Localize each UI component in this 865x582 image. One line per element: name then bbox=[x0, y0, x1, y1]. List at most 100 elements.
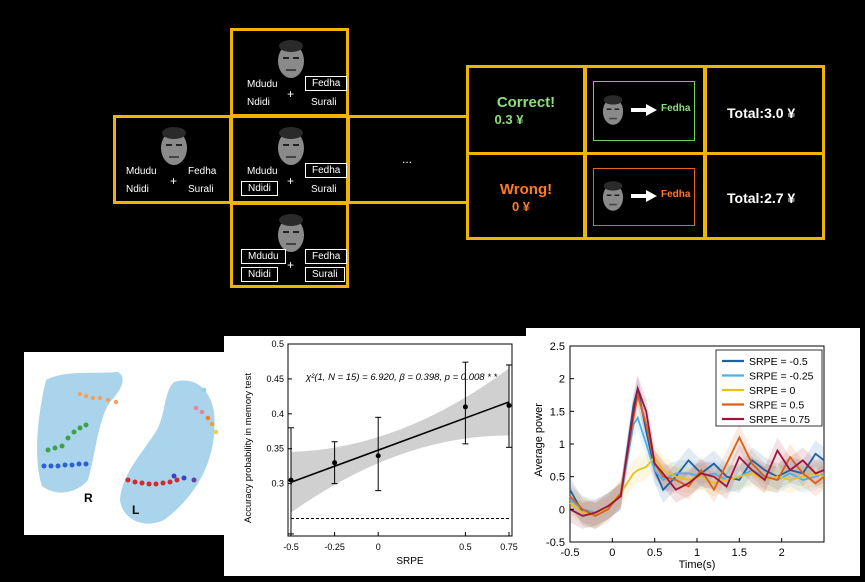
accuracy-data-point bbox=[288, 477, 294, 483]
wrong-choice-word: Fedha bbox=[661, 189, 691, 200]
arrow-right-icon bbox=[631, 104, 657, 116]
power-x-tick-label: 1.5 bbox=[732, 547, 747, 559]
power-legend-box bbox=[715, 349, 823, 427]
accuracy-y-label: Accuracy probability in memory test bbox=[243, 373, 254, 523]
accuracy-x-tick-label: 0.75 bbox=[500, 542, 518, 552]
feedback-wrong-choice-panel: Fedha bbox=[584, 152, 706, 240]
accuracy-x-tick-label: 0 bbox=[376, 542, 381, 552]
fixation-plus: + bbox=[287, 258, 295, 272]
face-image bbox=[278, 40, 304, 78]
power-y-tick-label: -0.5 bbox=[546, 537, 565, 549]
feedback-wrong-title: Wrong! bbox=[499, 181, 553, 198]
power-x-tick-label: -0.5 bbox=[561, 547, 580, 559]
word-surali-selected: Surali bbox=[305, 267, 345, 282]
word-surali: Surali bbox=[311, 97, 337, 108]
power-legend-label: SRPE = 0 bbox=[749, 385, 796, 397]
word-mdudu: Mdudu bbox=[247, 166, 278, 177]
accuracy-y-tick-label: 0.3 bbox=[271, 479, 284, 489]
feedback-correct-title: Correct! bbox=[496, 94, 556, 111]
face-image bbox=[278, 127, 304, 165]
power-x-tick-label: 0 bbox=[609, 547, 615, 559]
word-ndidi-selected: Ndidi bbox=[241, 181, 278, 196]
accuracy-fit-line bbox=[290, 401, 510, 483]
face-image bbox=[602, 181, 624, 211]
accuracy-chart-panel: Accuracy probability in memory test SRPE… bbox=[224, 336, 526, 576]
accuracy-y-tick-label: 0.5 bbox=[271, 339, 284, 349]
power-series-line bbox=[569, 385, 825, 517]
feedback-correct-choice-panel: Fedha bbox=[584, 65, 706, 155]
power-legend-label: SRPE = 0.5 bbox=[749, 400, 804, 412]
accuracy-x-tick-label: 0.5 bbox=[459, 542, 472, 552]
face-image bbox=[278, 214, 304, 252]
word-surali: Surali bbox=[188, 184, 214, 195]
power-x-label: Time(s) bbox=[679, 559, 716, 571]
trial-panel-initial: Mdudu Fedha + Ndidi Surali bbox=[113, 115, 232, 204]
accuracy-x-tick-label: -0.5 bbox=[283, 542, 299, 552]
power-error-band bbox=[570, 444, 824, 529]
power-legend: SRPE = -0.5 SRPE = -0.25 SRPE = 0 SRPE = 0.… bbox=[715, 349, 823, 427]
power-y-label: Average power bbox=[533, 403, 545, 477]
arrow-right-icon bbox=[631, 190, 657, 202]
power-y-tick-label: 0.5 bbox=[550, 472, 565, 484]
word-fedha-selected: Fedha bbox=[305, 163, 348, 178]
face-image bbox=[602, 95, 624, 125]
power-y-tick-label: 0 bbox=[559, 504, 565, 516]
hippocampus-render: R L bbox=[37, 372, 219, 524]
power-legend-label: SRPE = 0.75 bbox=[749, 414, 810, 426]
feedback-wrong-panel: Wrong! 0 ¥ bbox=[466, 152, 586, 240]
word-mdudu: Mdudu bbox=[126, 166, 157, 177]
word-fedha: Fedha bbox=[188, 166, 217, 177]
accuracy-chart: Accuracy probability in memory test SRPE… bbox=[243, 339, 518, 567]
fixation-plus: + bbox=[287, 174, 295, 188]
accuracy-plot-frame bbox=[287, 343, 513, 537]
word-fedha-selected: Fedha bbox=[305, 249, 348, 264]
trial-panel-choice-3: Mdudu Fedha + Ndidi Surali bbox=[230, 202, 349, 288]
accuracy-x-tick-label: -0.25 bbox=[324, 542, 345, 552]
accuracy-y-tick-label: 0.45 bbox=[266, 374, 284, 384]
right-label: R bbox=[84, 491, 93, 505]
power-x-tick-label: 0.5 bbox=[647, 547, 662, 559]
correct-choice-word: Fedha bbox=[661, 103, 691, 114]
fixation-plus: + bbox=[287, 87, 295, 101]
trial-panel-choice-1: Mdudu Fedha + Ndidi Surali bbox=[230, 28, 349, 117]
wrong-total-text: Total:2.7 ¥ bbox=[727, 190, 796, 206]
feedback-correct-total-panel: Total:3.0 ¥ bbox=[704, 65, 825, 155]
accuracy-data-point bbox=[375, 453, 381, 459]
power-y-tick-label: 2.5 bbox=[550, 341, 565, 353]
word-ndidi: Ndidi bbox=[126, 184, 149, 195]
accuracy-annotation: χ²(1, N = 15) = 6.920, β = 0.398, p = 0.… bbox=[305, 372, 498, 383]
power-x-tick-label: 2 bbox=[779, 547, 785, 559]
power-x-tick-label: 1 bbox=[694, 547, 700, 559]
word-surali: Surali bbox=[311, 184, 337, 195]
electrode-dots bbox=[41, 387, 219, 487]
word-mdudu: Mdudu bbox=[247, 79, 278, 90]
face-image bbox=[161, 127, 187, 165]
left-hippocampus-shape bbox=[120, 380, 215, 524]
trial-panel-ellipsis: ... bbox=[347, 115, 469, 204]
accuracy-y-tick-label: 0.35 bbox=[266, 444, 284, 454]
word-fedha-selected: Fedha bbox=[305, 76, 348, 91]
left-label: L bbox=[132, 503, 139, 517]
feedback-correct-panel: Correct! 0.3 ¥ bbox=[466, 65, 586, 155]
accuracy-data-point bbox=[332, 460, 338, 466]
correct-total-text: Total:3.0 ¥ bbox=[727, 105, 796, 121]
power-error-band bbox=[570, 404, 824, 526]
power-legend-label: SRPE = -0.5 bbox=[749, 356, 808, 368]
power-y-tick-label: 1.5 bbox=[550, 406, 565, 418]
power-chart-panel: Average power Time(s) -0.5 0 0.5 1 1.5 2 -0.5 0… bbox=[526, 328, 860, 576]
feedback-wrong-reward: 0 ¥ bbox=[511, 199, 531, 214]
word-mdudu-selected: Mdudu bbox=[241, 249, 286, 264]
right-hippocampus-shape bbox=[37, 372, 123, 493]
wrong-choice-frame bbox=[593, 168, 695, 226]
power-legend-label: SRPE = -0.25 bbox=[749, 371, 814, 383]
word-ndidi: Ndidi bbox=[247, 97, 270, 108]
accuracy-data-point bbox=[462, 404, 468, 410]
feedback-correct-reward: 0.3 ¥ bbox=[494, 112, 524, 127]
fixation-plus: + bbox=[170, 174, 178, 188]
accuracy-x-label: SRPE bbox=[396, 556, 424, 567]
power-chart: Average power Time(s) -0.5 0 0.5 1 1.5 2 -0.5 0… bbox=[533, 341, 825, 571]
trial-panel-choice-2: Mdudu Fedha + Ndidi Surali bbox=[230, 115, 349, 204]
accuracy-data-point bbox=[506, 402, 512, 408]
feedback-wrong-total-panel: Total:2.7 ¥ bbox=[704, 152, 825, 240]
ellipsis-text: ... bbox=[402, 152, 413, 166]
